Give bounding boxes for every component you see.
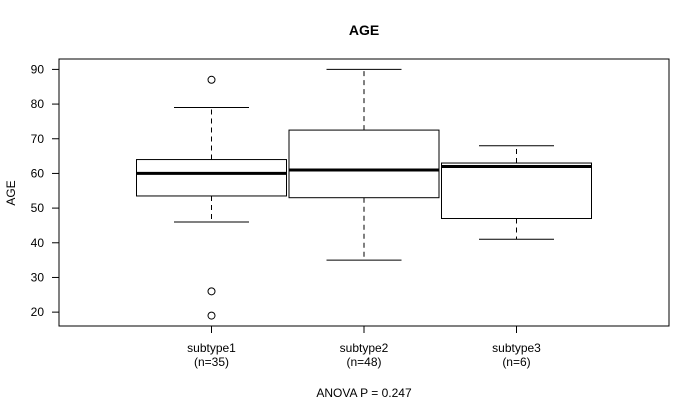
y-tick-label: 50 [31, 201, 45, 215]
y-axis: 20 30 40 50 60 70 80 90 [31, 62, 60, 319]
x-category-label: subtype1 [187, 341, 236, 355]
box-group-subtype1 [136, 75, 287, 320]
iqr-box [136, 159, 287, 197]
outlier-point [207, 311, 216, 320]
iqr-box [441, 162, 592, 220]
anova-annotation: ANOVA P = 0.247 [316, 386, 412, 400]
x-category-label: subtype2 [340, 341, 389, 355]
x-category-count: (n=6) [502, 355, 530, 369]
iqr-box [288, 129, 440, 199]
y-tick-label: 90 [31, 62, 45, 76]
x-category-label: subtype3 [492, 341, 541, 355]
y-tick-label: 60 [31, 166, 45, 180]
box-groups [136, 68, 592, 320]
y-tick-label: 80 [31, 97, 45, 111]
x-category-count: (n=35) [194, 355, 229, 369]
outlier-point [207, 287, 216, 296]
y-tick-label: 40 [31, 236, 45, 250]
y-tick-label: 30 [31, 270, 45, 284]
y-axis-label: AGE [4, 180, 18, 205]
x-axis: subtype1(n=35) subtype2(n=48) subtype3(n=6… [187, 326, 541, 369]
box-group-subtype2 [288, 68, 440, 261]
chart-title: AGE [349, 22, 379, 38]
y-tick-label: 70 [31, 132, 45, 146]
box-group-subtype3 [441, 145, 592, 240]
y-tick-label: 20 [31, 305, 45, 319]
outlier-point [207, 75, 216, 84]
x-category-count: (n=48) [346, 355, 381, 369]
